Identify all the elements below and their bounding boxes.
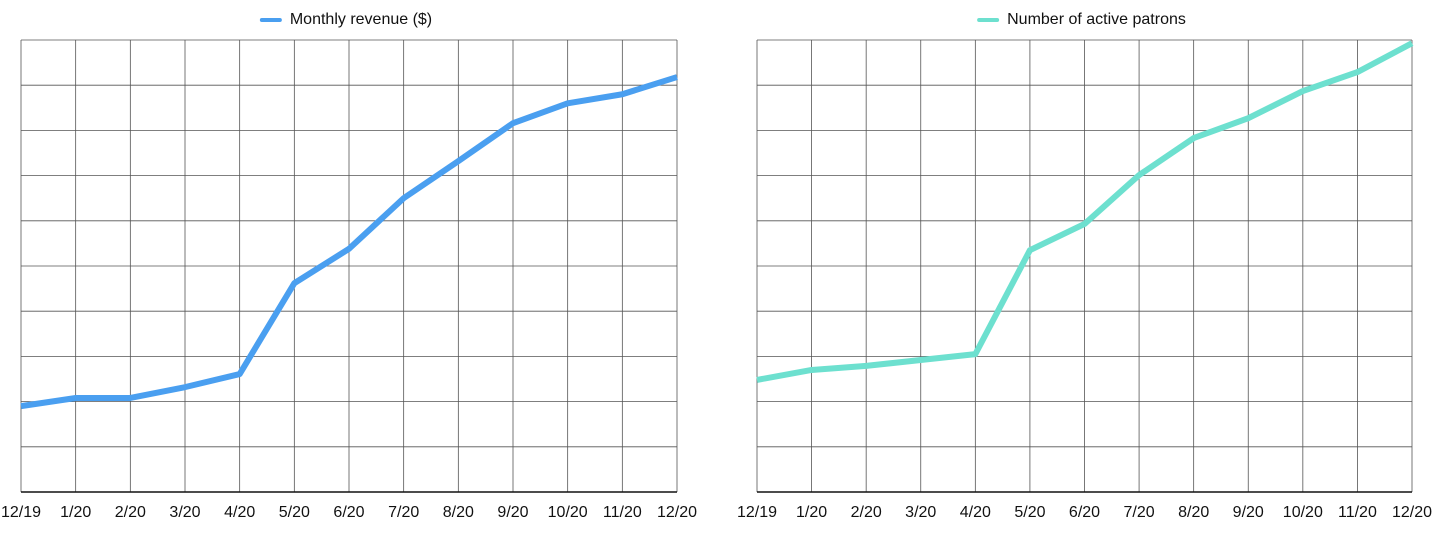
x-tick-label: 4/20	[224, 504, 255, 521]
x-tick-label: 9/20	[1233, 504, 1264, 521]
series-line	[756, 40, 1414, 383]
x-tick-label: 3/20	[905, 504, 936, 521]
x-tick-label: 5/20	[1014, 504, 1045, 521]
x-tick-label: 8/20	[1178, 504, 1209, 521]
x-tick-label: 6/20	[333, 504, 364, 521]
x-tick-label: 7/20	[388, 504, 419, 521]
x-tick-label: 11/20	[1338, 504, 1377, 521]
x-tick-label: 10/20	[548, 504, 588, 521]
x-tick-label: 3/20	[169, 504, 200, 521]
x-tick-label: 10/20	[1283, 504, 1323, 521]
x-tick-label: 7/20	[1124, 504, 1155, 521]
x-tick-label: 2/20	[851, 504, 882, 521]
x-tick-label: 8/20	[443, 504, 474, 521]
legend-label: Number of active patrons	[1007, 11, 1186, 28]
x-tick-label: 12/20	[657, 504, 697, 521]
x-tick-label: 5/20	[279, 504, 310, 521]
legend-label: Monthly revenue ($)	[290, 11, 432, 28]
x-tick-label: 12/20	[1392, 504, 1432, 521]
series-line	[20, 74, 678, 410]
x-tick-label: 2/20	[115, 504, 146, 521]
x-tick-label: 6/20	[1069, 504, 1100, 521]
x-tick-label: 12/19	[1, 504, 41, 521]
x-tick-label: 11/20	[603, 504, 642, 521]
x-tick-label: 9/20	[497, 504, 528, 521]
x-tick-label: 12/19	[737, 504, 777, 521]
x-tick-label: 1/20	[796, 504, 827, 521]
x-tick-label: 1/20	[60, 504, 91, 521]
x-tick-label: 4/20	[960, 504, 991, 521]
